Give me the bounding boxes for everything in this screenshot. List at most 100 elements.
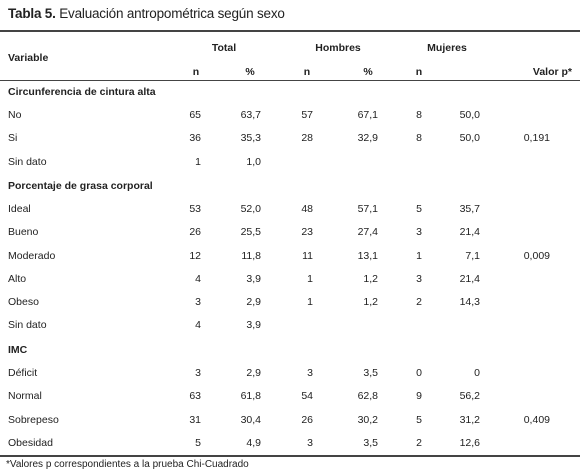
header-mujeres-n: n [415, 66, 423, 78]
cell-hombres-pct: 3,5 [363, 367, 378, 379]
row-label: Sin dato [8, 319, 47, 331]
row-label: Normal [8, 390, 42, 402]
cell-hombres-pct: 3,5 [363, 437, 378, 449]
cell-total-n: 53 [189, 203, 201, 215]
cell-hombres-pct: 30,2 [357, 414, 378, 426]
cell-mujeres-pct: 50,0 [459, 109, 480, 121]
cell-mujeres-pct: 7,1 [465, 250, 480, 262]
header-total: Total [211, 42, 237, 54]
cell-mujeres-n: 2 [416, 296, 422, 308]
cell-mujeres-pct: 14,3 [459, 296, 480, 308]
cell-total-n: 4 [195, 273, 201, 285]
cell-mujeres-pct: 12,6 [459, 437, 480, 449]
cell-mujeres-pct: 0 [474, 367, 480, 379]
header-valor-p: Valor p* [532, 66, 572, 78]
bottom-rule [0, 455, 580, 457]
cell-hombres-n: 11 [302, 250, 313, 262]
cell-total-pct: 2,9 [246, 367, 261, 379]
cell-hombres-n: 1 [307, 273, 313, 285]
cell-total-n: 63 [189, 390, 201, 402]
row-label: Sobrepeso [8, 414, 59, 426]
section-title: IMC [8, 344, 28, 356]
cell-total-pct: 11,8 [241, 250, 261, 262]
cell-mujeres-n: 3 [416, 273, 422, 285]
cell-total-n: 5 [195, 437, 201, 449]
table-title-text: Evaluación antropométrica según sexo [59, 6, 285, 21]
cell-hombres-pct: 1,2 [363, 296, 378, 308]
cell-hombres-n: 23 [301, 226, 313, 238]
cell-hombres-n: 57 [301, 109, 313, 121]
cell-total-n: 36 [189, 132, 201, 144]
row-label: Obesidad [8, 437, 53, 449]
footnote: *Valores p correspondientes a la prueba … [6, 459, 249, 470]
cell-total-pct: 63,7 [240, 109, 261, 121]
cell-mujeres-n: 5 [416, 203, 422, 215]
cell-hombres-n: 54 [301, 390, 313, 402]
cell-valor-p: 0,009 [523, 250, 550, 262]
cell-total-pct: 35,3 [240, 132, 261, 144]
cell-total-n: 12 [189, 250, 201, 262]
row-label: Si [8, 132, 18, 144]
header-total-n: n [192, 66, 200, 78]
cell-mujeres-pct: 21,4 [459, 273, 480, 285]
cell-mujeres-n: 8 [416, 109, 422, 121]
header-variable: Variable [8, 52, 49, 64]
cell-hombres-pct: 57,1 [357, 203, 378, 215]
cell-hombres-pct: 13,1 [357, 250, 378, 262]
cell-hombres-pct: 67,1 [357, 109, 378, 121]
cell-total-pct: 4,9 [246, 437, 261, 449]
table-title-label: Tabla 5. [8, 6, 56, 21]
cell-mujeres-pct: 56,2 [459, 390, 480, 402]
header-total-pct: % [245, 66, 255, 78]
cell-mujeres-n: 5 [416, 414, 422, 426]
cell-total-pct: 2,9 [246, 296, 261, 308]
cell-total-n: 4 [195, 319, 201, 331]
section-title: Porcentaje de grasa corporal [8, 180, 153, 192]
row-label: Sin dato [8, 156, 47, 168]
table-title: Tabla 5. Evaluación antropométrica según… [8, 6, 285, 21]
cell-mujeres-pct: 35,7 [459, 203, 480, 215]
cell-mujeres-pct: 50,0 [459, 132, 480, 144]
header-mujeres: Mujeres [427, 42, 467, 54]
row-label: Alto [8, 273, 27, 285]
row-label: Obeso [8, 296, 39, 308]
cell-hombres-pct: 62,8 [357, 390, 378, 402]
cell-hombres-n: 28 [301, 132, 313, 144]
cell-hombres-n: 3 [307, 437, 313, 449]
cell-mujeres-n: 0 [416, 367, 422, 379]
row-label: Bueno [8, 226, 39, 238]
cell-total-n: 26 [189, 226, 201, 238]
cell-total-pct: 30,4 [240, 414, 261, 426]
cell-mujeres-n: 2 [416, 437, 422, 449]
cell-hombres-pct: 32,9 [357, 132, 378, 144]
row-label: No [8, 109, 22, 121]
section-title: Circunferencia de cintura alta [8, 86, 156, 98]
header-hombres-pct: % [363, 66, 373, 78]
cell-hombres-n: 26 [301, 414, 313, 426]
cell-total-pct: 61,8 [240, 390, 261, 402]
cell-mujeres-n: 1 [416, 250, 422, 262]
cell-mujeres-n: 9 [416, 390, 422, 402]
row-label: Ideal [8, 203, 31, 215]
cell-hombres-pct: 1,2 [363, 273, 378, 285]
row-label: Déficit [8, 367, 38, 379]
cell-total-n: 1 [195, 156, 201, 168]
header-hombres: Hombres [315, 42, 361, 54]
cell-total-n: 65 [189, 109, 201, 121]
cell-mujeres-pct: 31,2 [459, 414, 480, 426]
cell-total-pct: 25,5 [240, 226, 261, 238]
cell-hombres-n: 3 [307, 367, 313, 379]
cell-total-pct: 3,9 [246, 273, 261, 285]
cell-hombres-n: 48 [301, 203, 313, 215]
cell-total-pct: 1,0 [246, 156, 261, 168]
cell-mujeres-n: 8 [416, 132, 422, 144]
cell-valor-p: 0,191 [523, 132, 550, 144]
cell-hombres-n: 1 [307, 296, 313, 308]
cell-total-pct: 3,9 [246, 319, 261, 331]
top-rule [0, 30, 580, 32]
cell-hombres-pct: 27,4 [357, 226, 378, 238]
cell-mujeres-pct: 21,4 [459, 226, 480, 238]
cell-total-n: 31 [189, 414, 201, 426]
cell-total-pct: 52,0 [240, 203, 261, 215]
